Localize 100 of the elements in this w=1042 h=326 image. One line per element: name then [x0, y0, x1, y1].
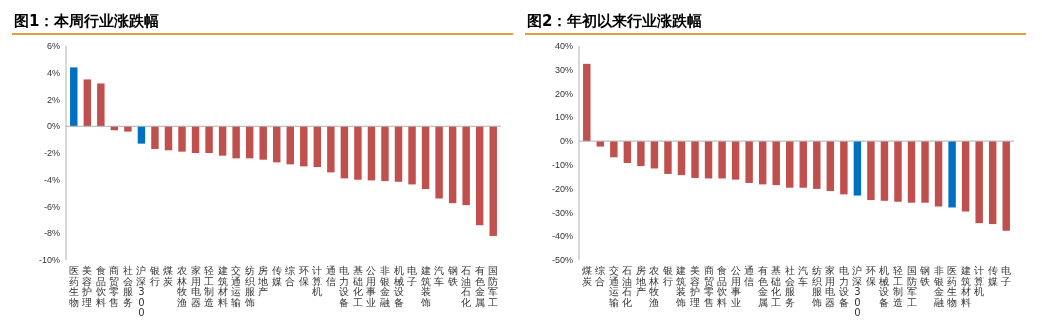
x-tick-label: 汽车 — [798, 265, 809, 287]
y-tick-label: -2% — [43, 148, 60, 159]
bar — [354, 126, 362, 180]
bar — [83, 79, 92, 127]
x-tick-label: 传媒 — [271, 265, 282, 287]
x-tick-label: 通信 — [744, 265, 755, 287]
x-tick-label: 医药生物 — [947, 265, 958, 308]
y-tick-label: 4% — [46, 67, 60, 78]
x-tick-label: 石油石化 — [622, 265, 633, 308]
bar — [273, 126, 281, 163]
y-tick-label: 0% — [559, 136, 573, 147]
x-tick-label: 钢铁 — [446, 265, 458, 287]
y-tick-label: -50% — [551, 255, 573, 266]
bar — [70, 67, 78, 127]
x-tick-label: 家用电器 — [825, 265, 836, 308]
bar — [327, 126, 335, 173]
y-tick-label: 30% — [554, 64, 573, 75]
bar — [448, 126, 457, 204]
x-tick-label: 煤炭 — [581, 265, 592, 287]
x-tick-label: 沪深300 — [852, 265, 863, 318]
x-tick-label: 社会服务 — [784, 265, 795, 308]
x-tick-label: 国防军工 — [488, 265, 499, 308]
y-tick-label: -6% — [43, 201, 60, 212]
x-tick-label: 社会服务 — [122, 265, 133, 308]
y-tick-label: -40% — [551, 231, 573, 242]
y-tick-label: 0% — [46, 121, 60, 132]
x-tick-label: 电子 — [1001, 265, 1012, 287]
x-tick-label: 农林牧渔 — [648, 265, 660, 308]
bar — [191, 126, 200, 153]
bar — [408, 126, 416, 185]
x-tick-label: 交通运输 — [608, 265, 619, 308]
x-tick-label: 综合 — [595, 265, 606, 287]
x-tick-label: 农林牧渔 — [176, 265, 188, 308]
bar — [381, 126, 389, 182]
y-tick-label: 40% — [554, 41, 573, 52]
x-tick-label: 建筑材料 — [216, 265, 228, 308]
x-tick-label: 有色金属 — [474, 265, 485, 308]
bar — [178, 126, 186, 152]
bar — [367, 126, 376, 181]
x-tick-label: 食品饮料 — [94, 265, 106, 308]
bar — [124, 126, 132, 132]
x-tick-label: 商贸零售 — [109, 265, 120, 308]
y-tick-label: -8% — [43, 228, 60, 239]
bar — [164, 126, 173, 151]
x-tick-label: 煤炭 — [163, 265, 174, 287]
x-tick-label: 通信 — [325, 265, 336, 287]
x-tick-label: 计算机 — [312, 265, 323, 297]
x-tick-label: 国防军工 — [906, 265, 917, 308]
x-tick-label: 石油石化 — [461, 265, 472, 308]
x-tick-label: 公用事业 — [730, 265, 741, 308]
x-tick-label: 建筑材料 — [959, 265, 971, 308]
x-tick-label: 公用事业 — [366, 265, 377, 308]
bar — [259, 126, 267, 160]
bar — [462, 126, 470, 206]
bar — [394, 126, 403, 182]
x-tick-label: 纺织服饰 — [810, 265, 822, 308]
bar — [489, 126, 497, 236]
chart-title: 图2：年初以来行业涨跌幅 — [527, 12, 703, 30]
x-tick-label: 家用电器 — [190, 265, 201, 308]
bar — [205, 126, 213, 153]
bar — [218, 126, 227, 156]
x-tick-label: 非银金融 — [932, 265, 944, 308]
y-tick-label: -20% — [551, 183, 573, 194]
bar — [340, 126, 349, 179]
y-tick-label: 6% — [46, 41, 60, 52]
x-tick-label: 纺织服饰 — [243, 265, 255, 308]
x-tick-label: 汽车 — [434, 265, 445, 287]
bar — [232, 126, 240, 159]
x-tick-label: 电力设备 — [339, 265, 350, 308]
x-tick-label: 房地产 — [634, 265, 646, 297]
x-tick-label: 机械设备 — [393, 265, 404, 308]
bar — [151, 126, 159, 149]
x-tick-label: 非银金融 — [378, 265, 390, 308]
x-tick-label: 环保 — [298, 265, 309, 287]
y-tick-label: -30% — [551, 207, 573, 218]
x-tick-label: 食品饮料 — [716, 265, 728, 308]
x-tick-label: 基础化工 — [770, 265, 782, 308]
x-tick-label: 房地产 — [257, 265, 269, 297]
x-tick-label: 机械设备 — [879, 265, 890, 308]
x-tick-label: 医药生物 — [68, 265, 79, 308]
x-tick-label: 交通运输 — [231, 265, 242, 308]
y-tick-label: 10% — [554, 112, 573, 123]
y-tick-label: 20% — [554, 88, 573, 99]
x-tick-label: 轻工制造 — [204, 265, 215, 308]
x-tick-label: 建筑装饰 — [675, 265, 687, 308]
y-tick-label: 2% — [46, 94, 60, 105]
x-tick-label: 沪深300 — [136, 265, 147, 318]
bar — [137, 126, 146, 144]
bar — [97, 83, 105, 127]
bar — [245, 126, 254, 159]
bar — [286, 126, 294, 165]
x-tick-label: 美容护理 — [689, 265, 701, 308]
bar — [435, 126, 443, 199]
y-tick-label: -10% — [38, 255, 60, 266]
bar — [421, 126, 430, 190]
y-tick-label: -4% — [43, 174, 60, 185]
x-tick-label: 基础化工 — [351, 265, 363, 308]
x-tick-label: 建筑装饰 — [419, 265, 431, 308]
x-tick-label: 环保 — [865, 265, 876, 287]
x-tick-label: 美容护理 — [81, 265, 93, 308]
